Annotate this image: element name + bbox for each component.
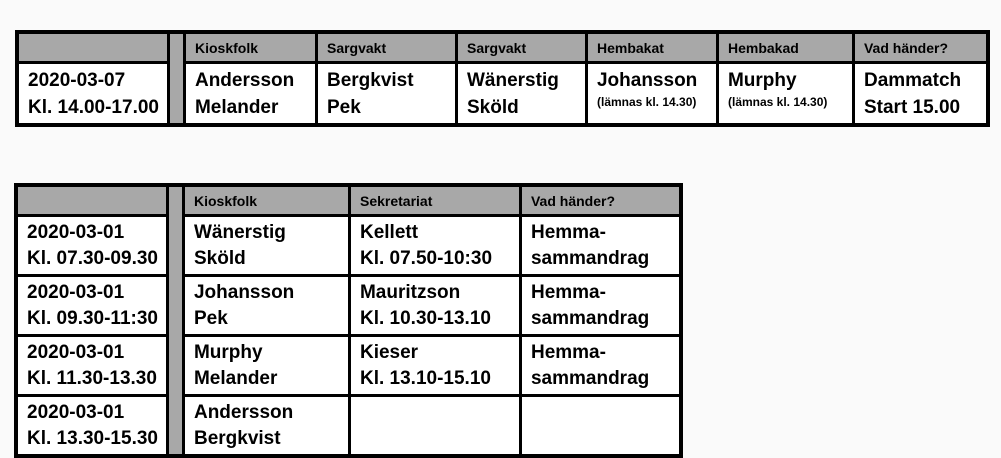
person-name: Johansson [193,282,295,303]
cell-vad-hander [521,397,679,454]
cell-sekretariat: Kieser Kl. 13.10-15.10 [350,337,522,397]
person-name: Kieser [359,342,419,363]
cell-hembakat: Johansson (lämnas kl. 14.30) [587,64,719,123]
t2-header-row: Kioskfolk Sekretariat Vad händer? [18,187,679,217]
schedule-table-march-1: Kioskfolk Sekretariat Vad händer? 2020-0… [14,183,683,458]
date-line-1: 2020-03-01 [27,222,125,243]
t2-header-date-placeholder [18,187,169,217]
event-time: Start 15.00 [863,97,961,118]
t2-row-3: 2020-03-01 Kl. 11.30-13.30 Murphy Meland… [18,337,679,397]
person-name: Mauritzson [359,282,461,303]
spacer-cell [168,217,185,277]
event-name: Dammatch [863,70,962,91]
event-name: Hemma- [530,342,606,363]
date-line-1: 2020-03-01 [27,282,125,303]
person-name: Melander [194,97,279,118]
person-name: Wänerstig [193,222,286,243]
t1-header-sargvakt-1: Sargvakt [317,34,458,64]
shift-time: Kl. 10.30-13.10 [359,308,491,329]
person-name: Kellett [359,222,419,243]
t1-header-kioskfolk: Kioskfolk [185,34,318,64]
cell-sekretariat: Kellett Kl. 07.50-10:30 [350,217,522,277]
cell-sekretariat [350,397,522,454]
t2-header-spacer [168,187,185,217]
cell-hembakad: Murphy (lämnas kl. 14.30) [718,64,855,123]
cell-kioskfolk: Murphy Melander [184,337,351,397]
cell-sargvakt-2: Wänerstig Sköld [457,64,588,123]
t1-header-row: Kioskfolk Sargvakt Sargvakt Hembakat Hem… [19,34,986,64]
person-name: Murphy [193,342,263,363]
person-name: Johansson [596,70,698,91]
t1-header-date-placeholder [19,34,170,64]
cell-kioskfolk: Andersson Melander [185,64,318,123]
person-name: Melander [193,368,278,389]
t2-header-kioskfolk: Kioskfolk [184,187,351,217]
cell-sekretariat: Mauritzson Kl. 10.30-13.10 [350,277,522,337]
person-name: Andersson [194,70,295,91]
cell-kioskfolk: Wänerstig Sköld [184,217,351,277]
spacer-cell [168,397,185,454]
event-name: sammandrag [530,368,650,389]
person-name: Sköld [193,248,246,269]
date-cell: 2020-03-01 Kl. 11.30-13.30 [18,337,169,397]
delivery-note: (lämnas kl. 14.30) [596,95,697,109]
spacer-cell [169,64,186,123]
date-cell: 2020-03-01 Kl. 09.30-11:30 [18,277,169,337]
t1-header-hembakad: Hembakad [718,34,855,64]
date-line-2: Kl. 14.00-17.00 [28,97,159,118]
event-name: sammandrag [530,308,650,329]
person-name: Pek [193,308,228,329]
event-name: Hemma- [530,222,606,243]
t1-header-vad-hander: Vad händer? [854,34,986,64]
delivery-note: (lämnas kl. 14.30) [727,95,828,109]
t1-header-hembakat: Hembakat [587,34,719,64]
spacer-cell [168,337,185,397]
t2-header-vad-hander: Vad händer? [521,187,679,217]
t2-header-sekretariat: Sekretariat [350,187,522,217]
date-line-2: Kl. 11.30-13.30 [27,368,157,389]
person-name: Pek [326,97,361,118]
date-line-2: Kl. 13.30-15.30 [27,428,158,449]
person-name: Wänerstig [466,70,559,91]
cell-vad-hander: Hemma- sammandrag [521,217,679,277]
person-name: Bergkvist [193,428,281,449]
t2-row-1: 2020-03-01 Kl. 07.30-09.30 Wänerstig Skö… [18,217,679,277]
t2-row-2: 2020-03-01 Kl. 09.30-11:30 Johansson Pek… [18,277,679,337]
shift-time: Kl. 13.10-15.10 [359,368,491,389]
cell-vad-hander: Hemma- sammandrag [521,277,679,337]
cell-kioskfolk: Andersson Bergkvist [184,397,351,454]
person-name: Bergkvist [326,70,414,91]
spacer-cell [168,277,185,337]
person-name: Sköld [466,97,519,118]
date-line-1: 2020-03-01 [27,402,125,423]
cell-vad-hander: Dammatch Start 15.00 [854,64,986,123]
t2-row-4: 2020-03-01 Kl. 13.30-15.30 Andersson Ber… [18,397,679,454]
cell-kioskfolk: Johansson Pek [184,277,351,337]
cell-vad-hander: Hemma- sammandrag [521,337,679,397]
event-name: Hemma- [530,282,606,303]
date-line-2: Kl. 09.30-11:30 [27,308,158,329]
date-line-2: Kl. 07.30-09.30 [27,248,158,269]
cell-sargvakt-1: Bergkvist Pek [317,64,458,123]
event-name: sammandrag [530,248,650,269]
person-name: Murphy [727,70,797,91]
schedule-table-march-7: Kioskfolk Sargvakt Sargvakt Hembakat Hem… [15,30,990,127]
t1-header-sargvakt-2: Sargvakt [457,34,588,64]
date-cell: 2020-03-01 Kl. 07.30-09.30 [18,217,169,277]
date-cell: 2020-03-01 Kl. 13.30-15.30 [18,397,169,454]
t1-row-1: 2020-03-07 Kl. 14.00-17.00 Andersson Mel… [19,64,986,123]
date-cell: 2020-03-07 Kl. 14.00-17.00 [19,64,170,123]
shift-time: Kl. 07.50-10:30 [359,248,493,269]
person-name: Andersson [193,402,294,423]
date-line-1: 2020-03-07 [28,70,126,91]
date-line-1: 2020-03-01 [27,342,125,363]
t1-header-spacer [169,34,186,64]
